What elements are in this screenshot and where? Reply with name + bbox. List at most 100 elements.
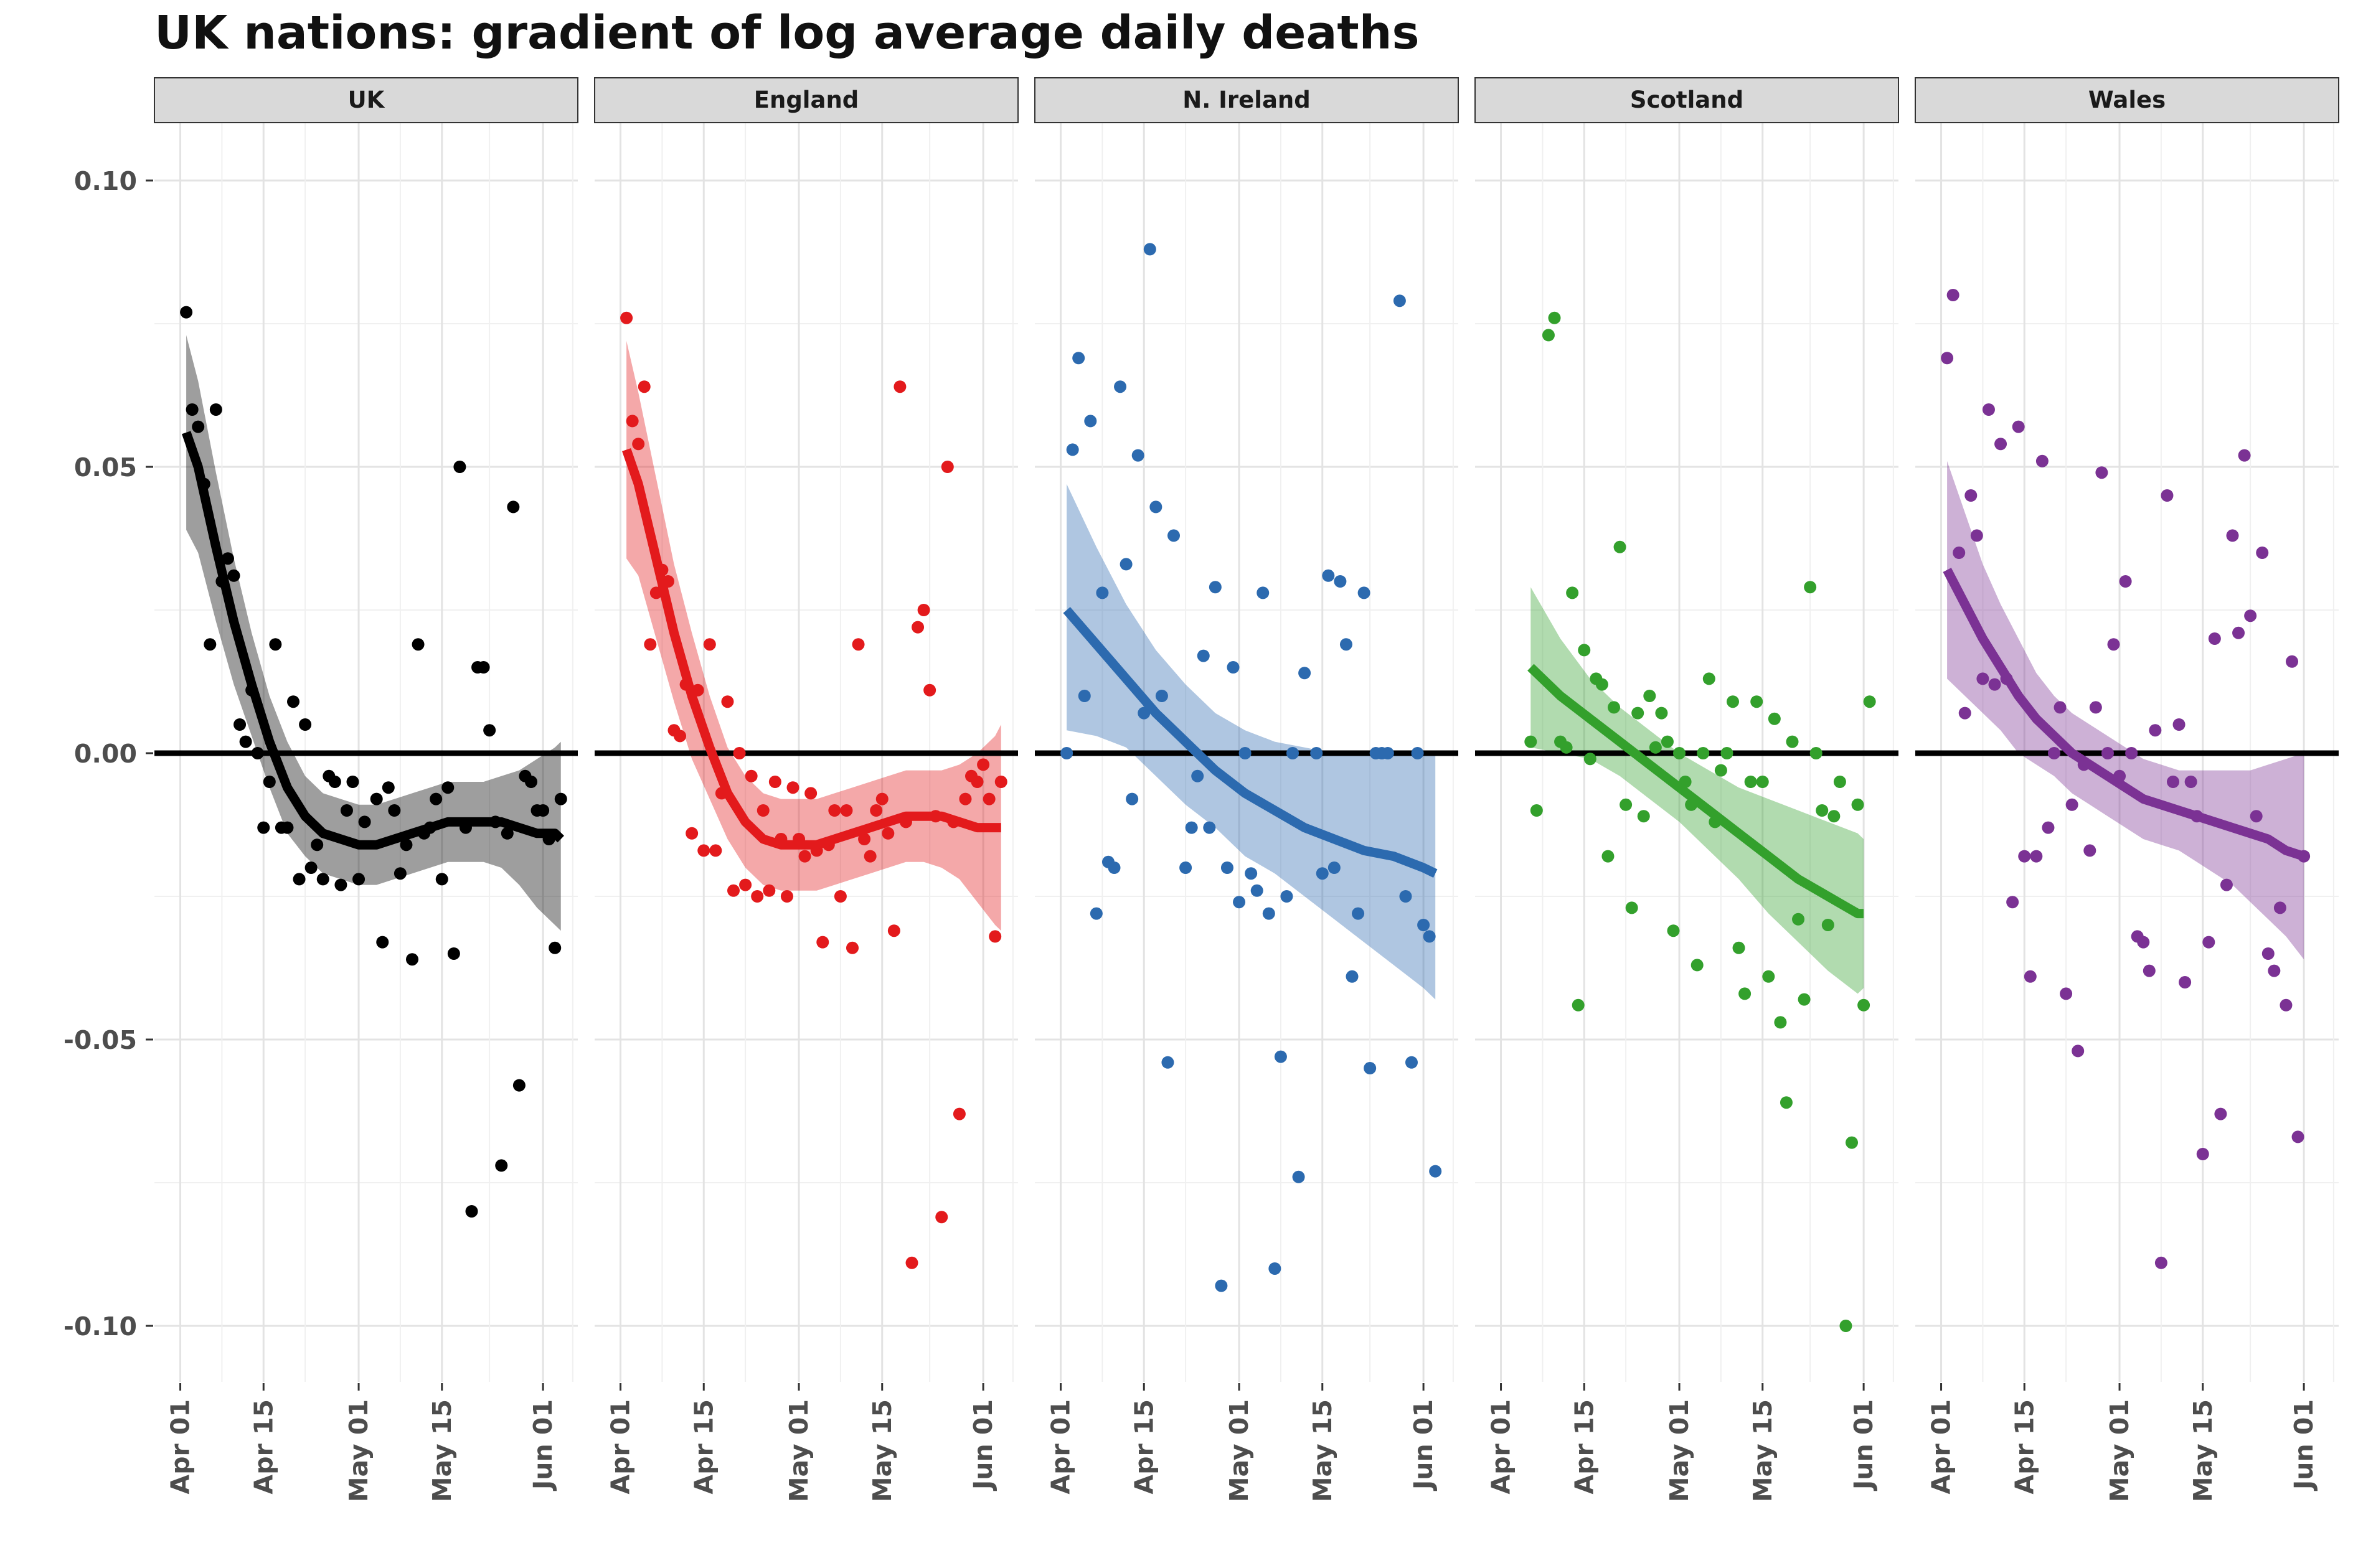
data-point [1155,690,1168,702]
data-point [1970,529,1983,542]
data-point [638,380,651,393]
data-point [1714,764,1727,777]
data-point [453,461,466,473]
data-point [1738,987,1752,1000]
data-point [1798,993,1811,1006]
y-tick-label: -0.10 [64,1312,137,1341]
data-point [1756,776,1769,788]
data-point [1530,804,1543,817]
data-point [2256,547,2269,559]
data-point [1690,959,1704,972]
data-point [2137,936,2150,949]
y-tick-label: 0.10 [74,166,137,196]
data-point [804,787,818,800]
data-point [465,1205,478,1218]
panel-wales: Wales Apr 01 Apr 15 May 01 May 15 Jun 01 [1915,77,2339,1502]
data-point [1631,707,1644,720]
data-point [1762,970,1775,983]
data-point [311,838,324,852]
data-point [1298,667,1311,680]
data-point [1167,529,1180,542]
data-point [1982,403,1995,416]
data-point [2214,1107,2227,1120]
y-tick-label: -0.05 [64,1025,137,1055]
data-point [1827,810,1841,823]
data-point [400,838,413,852]
data-point [703,638,716,651]
data-point [1732,941,1745,954]
data-point [2268,964,2281,977]
data-point [1720,747,1733,759]
data-point [852,638,865,651]
data-point [1423,930,1436,943]
data-point [1649,741,1662,754]
data-point [923,683,936,697]
data-point [1863,695,1876,708]
data-point [2030,850,2043,863]
data-point [239,735,252,748]
data-point [1727,695,1739,708]
x-tick-label: Apr 15 [248,1399,278,1495]
data-point [983,792,996,805]
data-point [1292,1170,1305,1183]
data-point [204,638,217,651]
data-point [2244,609,2257,622]
data-point [483,724,496,737]
data-point [1613,540,1626,553]
data-point [1595,678,1608,691]
data-point [430,792,443,805]
data-point [2172,718,2186,731]
fit-line [1063,607,1438,878]
data-point [1215,1279,1228,1292]
strip-background [154,77,578,123]
data-point [2083,844,2096,857]
data-point [1131,449,1144,462]
data-point [412,638,425,651]
data-point [798,850,811,863]
data-point [1381,747,1394,759]
data-point [2161,489,2174,502]
data-point [2107,638,2120,651]
data-point [477,661,490,674]
data-point [1364,1062,1377,1074]
data-point [1322,569,1335,582]
data-point [875,792,889,805]
data-point [352,873,365,886]
data-point [180,306,193,319]
data-point [1405,1056,1418,1069]
data-point [328,776,341,788]
x-tick-label: Apr 15 [1129,1399,1159,1495]
x-tick-label: Jun 01 [968,1399,998,1491]
data-point [1352,907,1365,920]
data-point [1572,998,1585,1012]
data-point [2220,878,2233,891]
data-point [1524,735,1537,748]
y-axis: 0.10 0.05 0.00 -0.05 -0.10 [64,166,153,1341]
data-point [2261,947,2275,960]
data-point [358,815,371,829]
x-tick-label: Jun 01 [1408,1399,1438,1491]
data-point [733,747,746,759]
data-point [864,850,877,863]
data-point [935,1211,948,1224]
data-point [2184,776,2197,788]
data-point [221,552,234,565]
data-point [1750,695,1763,708]
data-point [441,781,455,794]
x-tick-label: May 15 [2188,1399,2218,1502]
data-point [1250,884,1263,897]
data-point [971,776,984,788]
data-point [2208,632,2221,645]
fit-line [622,448,1001,850]
data-point [2179,976,2192,988]
data-point [1179,861,1192,874]
data-point [1149,500,1162,514]
data-point [858,833,871,845]
data-point [989,930,1002,943]
data-point [1262,907,1275,920]
x-tick-label: Apr 15 [2009,1399,2039,1495]
data-point [977,758,990,771]
data-point [1327,861,1341,874]
data-point [1245,867,1258,880]
data-point [1108,861,1121,874]
